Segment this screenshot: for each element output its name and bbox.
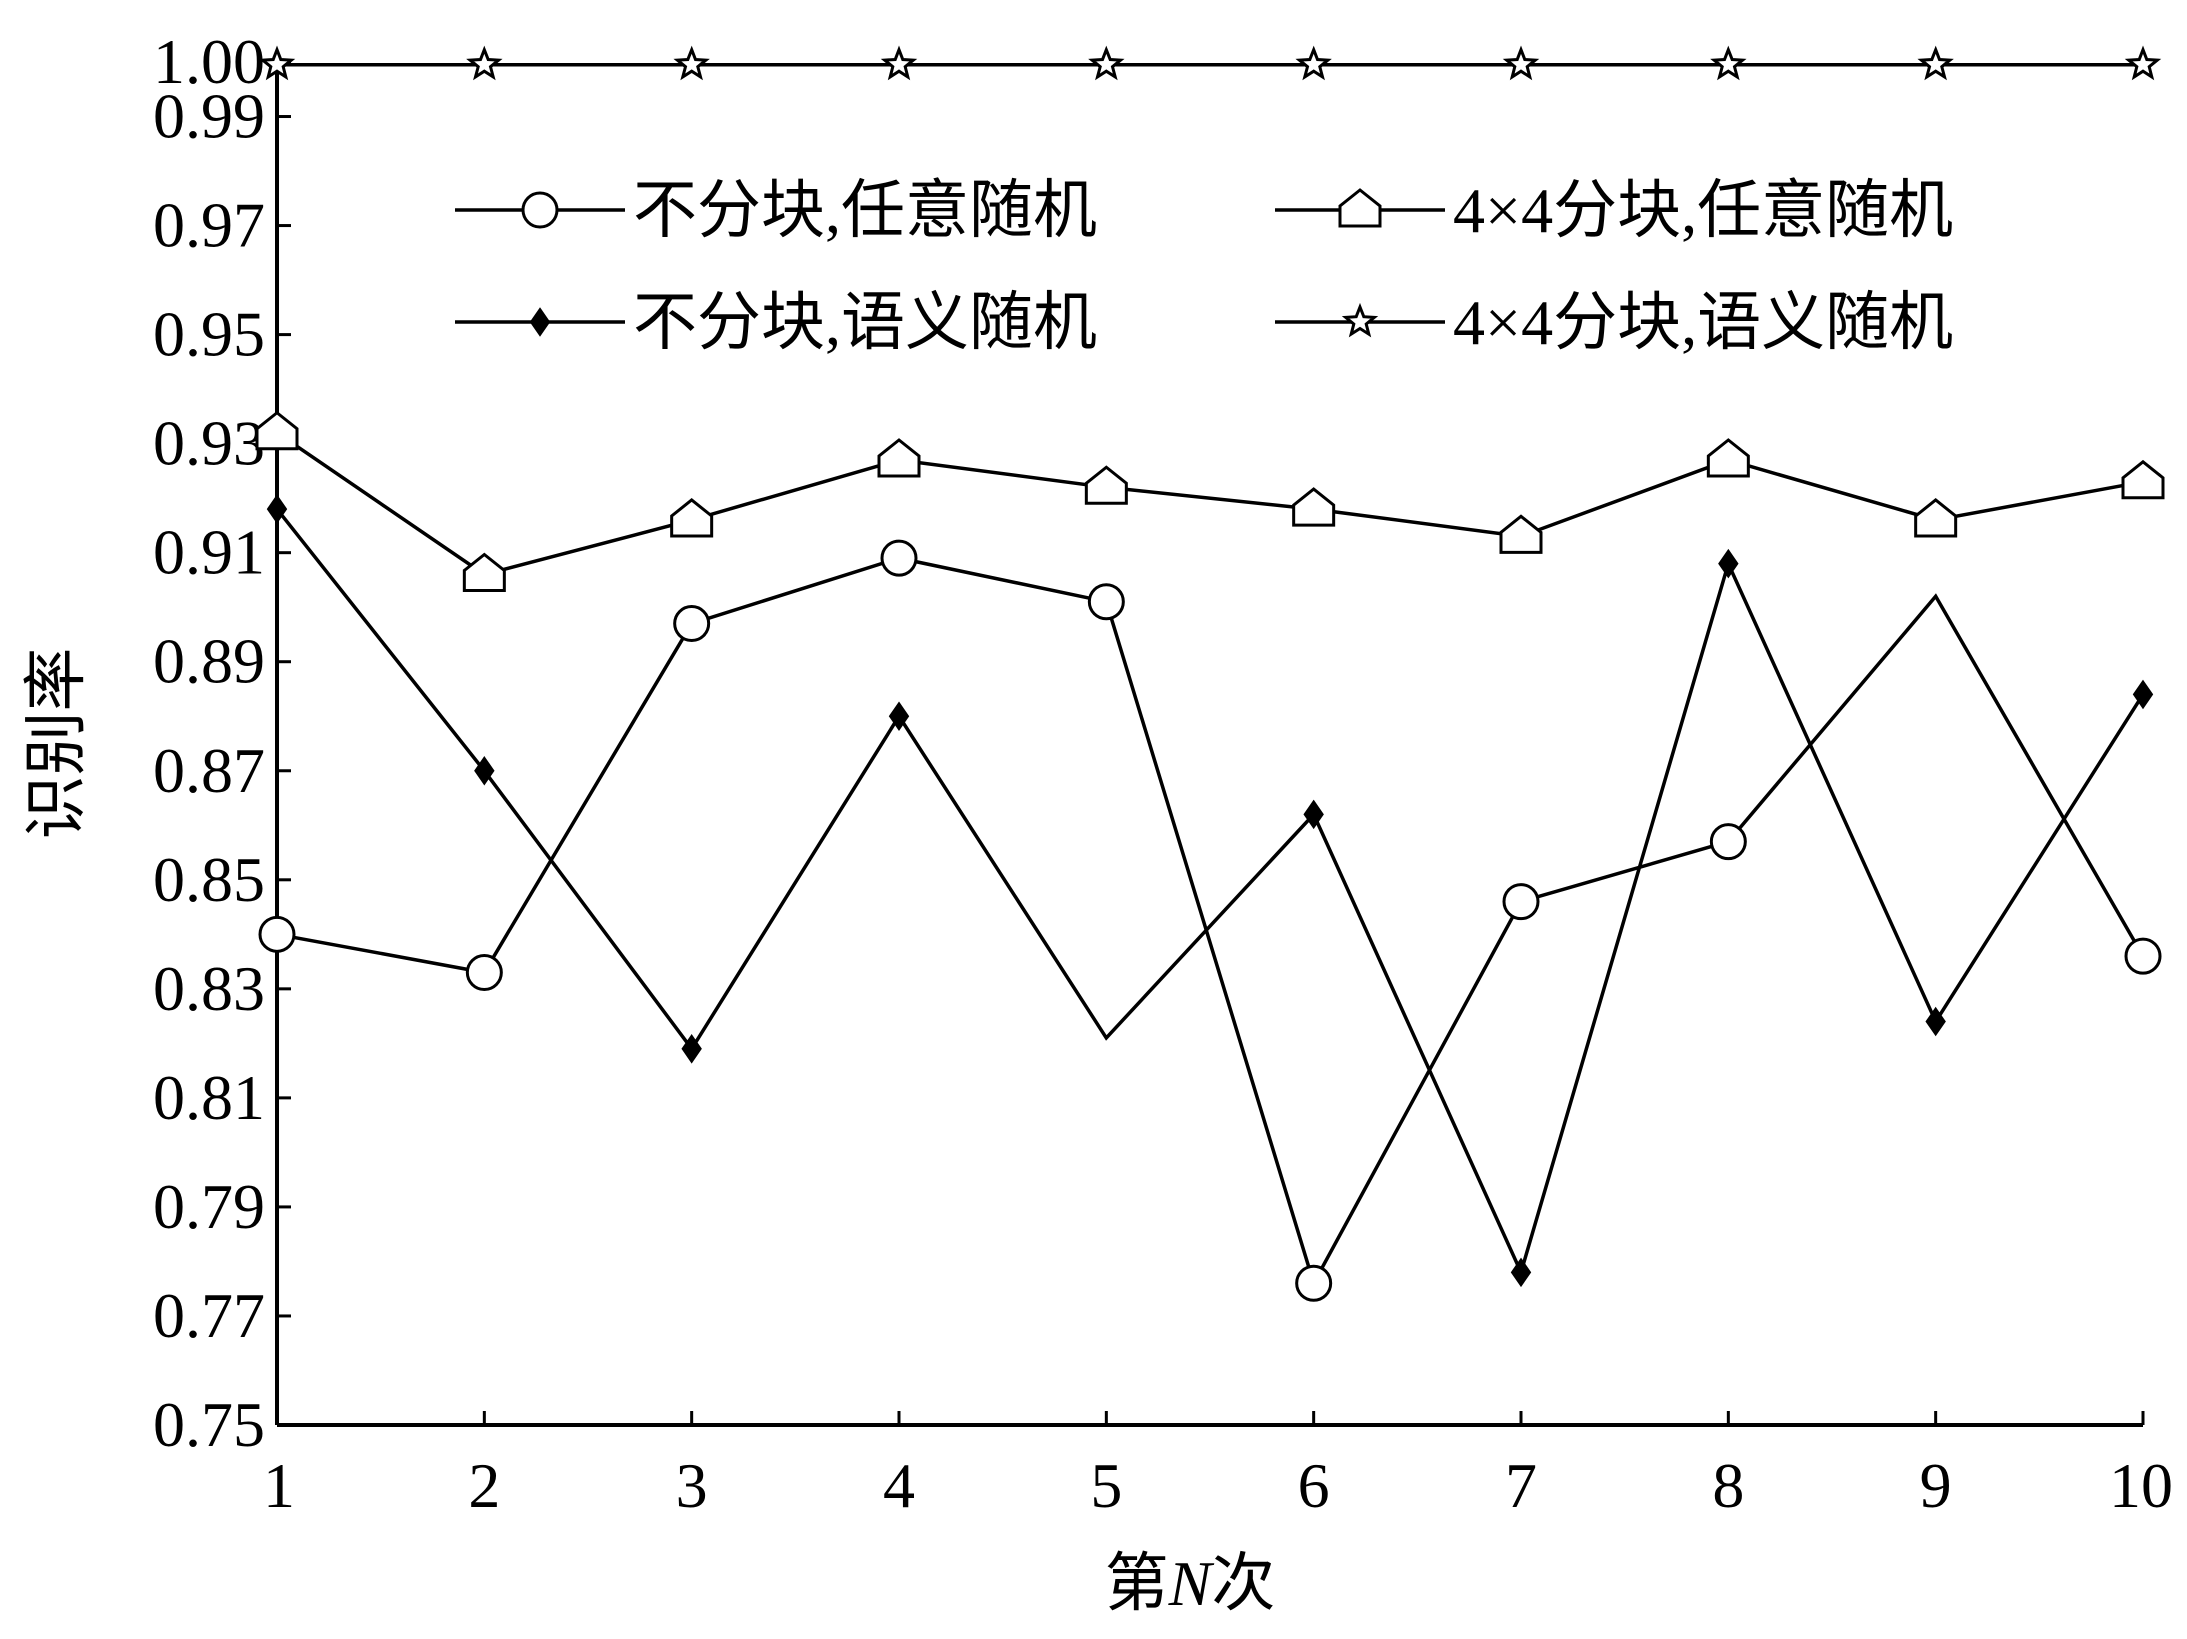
series-line [276,556,2145,1288]
data-point [2132,679,2154,710]
axes: 0.75 0.77 0.79 0.81 0.83 0.85 0.87 0.89 0.91 0.93… [153,26,2173,1521]
data-point [2124,45,2162,81]
legend-marker [1338,188,1382,228]
x-tick-label: 7 [1505,1450,1537,1521]
data-point [255,410,299,451]
data-point [266,494,288,524]
data-point [2124,937,2162,975]
data-point [474,756,495,786]
y-tick-label: 0.97 [153,190,265,261]
data-point [880,45,918,81]
y-tick-label: 0.93 [153,408,265,479]
y-axis-label: 识别率 [21,648,92,840]
y-tick-label: 0.79 [153,1171,265,1242]
data-point [1303,799,1324,830]
data-point [673,45,710,81]
x-axis-label-suffix: 次 [1211,1548,1275,1619]
series-3 [266,494,2154,1288]
y-tick-label: 0.95 [153,299,265,370]
data-point [1292,487,1336,527]
data-point [681,1034,702,1064]
data-point [673,605,711,643]
data-point [1084,465,1128,505]
data-point [1087,583,1125,621]
data-point [1499,514,1543,554]
x-axis-label-variable: N [1168,1548,1215,1619]
data-point [258,45,296,81]
data-point [1088,45,1125,81]
data-point [1295,1264,1333,1302]
y-tick-label: 0.75 [153,1389,265,1460]
series-line [276,431,2144,577]
x-tick-label: 2 [468,1450,500,1521]
data-point [1925,1006,1946,1037]
data-point [2121,459,2165,500]
series-2 [255,410,2165,592]
data-point [1295,45,1332,81]
y-tick-label: 0.81 [153,1062,265,1133]
data-point [1718,548,1739,579]
x-tick-label: 1 [263,1450,295,1521]
x-tick-label: 5 [1090,1450,1122,1521]
x-axis-label-prefix: 第 [1105,1548,1169,1619]
data-point [1917,45,1954,81]
x-tick-label: 6 [1298,1450,1330,1521]
data-point [1914,498,1958,538]
y-tick-label: 0.85 [153,844,265,915]
y-tick-label: 0.87 [153,735,265,806]
legend-entry: 不分块,语义随机 [455,287,1097,358]
legend-marker [521,191,559,229]
data-point [1709,823,1747,861]
series-1 [258,539,2162,1302]
data-point [1502,45,1540,81]
data-point [466,45,503,81]
data-point [877,438,921,478]
legend-marker [1341,302,1379,338]
y-tick-label: 1.00 [153,26,265,97]
series-line [275,508,2145,1278]
data-point [1502,883,1540,921]
x-tick-label: 4 [883,1450,915,1521]
x-tick-label: 8 [1712,1450,1744,1521]
legend-label: 4×4分块,任意随机 [1453,175,1953,246]
data-point [1710,45,1747,81]
data-point [670,498,714,538]
y-tick-label: 0.91 [153,517,265,588]
x-axis-label: 第N次 [1105,1548,1276,1619]
data-point [1706,438,1750,478]
data-point [258,915,296,953]
data-point [888,701,910,731]
x-tick-label: 9 [1920,1450,1952,1521]
legend-marker [529,307,551,337]
y-tick-label: 0.89 [153,626,265,697]
legend-entry: 4×4分块,任意随机 [1275,175,1953,246]
legend-label: 不分块,语义随机 [633,287,1097,358]
y-tick-label: 0.77 [153,1280,265,1351]
data-point [880,539,918,577]
series-4 [258,45,2162,81]
legend-label: 不分块,任意随机 [633,175,1097,246]
data-point [465,953,503,991]
data-point [462,552,506,592]
legend-label: 4×4分块,语义随机 [1453,287,1953,358]
y-tick-label: 0.83 [153,953,265,1024]
x-tick-label: 10 [2109,1450,2173,1521]
data-point [1510,1257,1532,1288]
legend-entry: 4×4分块,语义随机 [1275,287,1953,358]
x-tick-label: 3 [676,1450,708,1521]
series-layer [255,45,2165,1302]
y-tick-label: 0.99 [153,81,265,152]
legend-entry: 不分块,任意随机 [455,175,1097,246]
